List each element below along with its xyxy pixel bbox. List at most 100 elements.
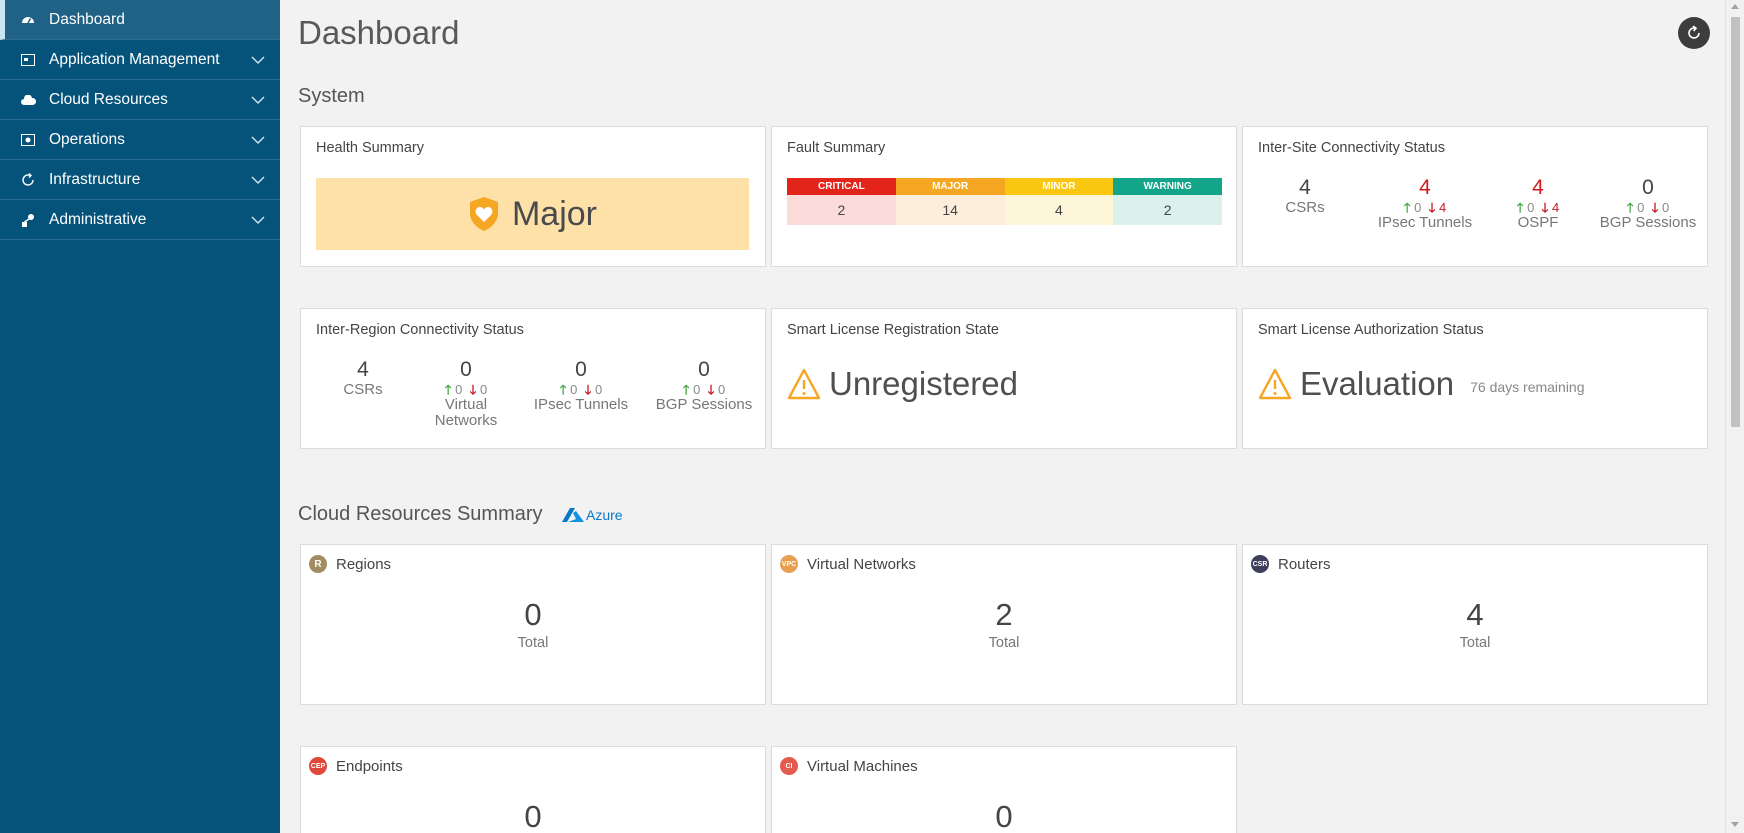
sidebar-item-application-management[interactable]: Application Management (0, 40, 280, 80)
stat-up-down: 🡑 0 🡓 0 (521, 382, 641, 397)
endpoints-card[interactable]: CEP Endpoints 0 (300, 746, 766, 833)
stat-label: IPsec Tunnels (1377, 214, 1473, 231)
fault-critical-header[interactable]: CRITICAL (787, 178, 896, 195)
stat-label: CSRs (343, 381, 383, 398)
inter-region-connectivity-card: Inter-Region Connectivity Status 4 CSRs … (300, 308, 766, 449)
dashboard-gauge-icon (20, 12, 36, 28)
stat-label: BGP Sessions (655, 396, 753, 413)
vpc-badge-icon: VPC (780, 555, 798, 573)
stat-value: 0 (460, 358, 472, 381)
fault-major-header[interactable]: MAJOR (895, 178, 1005, 195)
stat-up-down: 🡑 0 🡓 4 (1483, 200, 1593, 215)
chevron-down-icon[interactable] (250, 172, 266, 188)
days-remaining: 76 days remaining (1470, 379, 1585, 395)
cloud-resources-section-title: Cloud Resources Summary (298, 503, 543, 525)
down-count: 4 (1552, 200, 1560, 215)
scrollbar-thumb[interactable] (1731, 17, 1740, 427)
administrative-icon (20, 212, 36, 228)
system-section-title: System (298, 85, 365, 107)
card-title: Routers (1278, 555, 1331, 573)
page-title: Dashboard (298, 14, 460, 51)
card-title: Regions (336, 555, 392, 573)
refresh-button[interactable] (1678, 17, 1710, 49)
card-header: CSR Routers (1251, 555, 1331, 573)
card-title: Health Summary (316, 140, 424, 156)
inter-region-virtual-networks-stat[interactable]: 0 🡑 0 🡓 0 Virtual Networks (416, 358, 516, 429)
ci-badge-icon: CI (780, 757, 798, 775)
infrastructure-icon (20, 172, 36, 188)
fault-minor-count[interactable]: 4 (1004, 195, 1114, 225)
scroll-up-arrow-icon[interactable] (1731, 4, 1739, 9)
sidebar-item-cloud-resources[interactable]: Cloud Resources (0, 80, 280, 120)
virtual-networks-card[interactable]: VPC Virtual Networks 2 Total (771, 544, 1237, 705)
up-count: 0 (570, 382, 578, 397)
card-header: CEP Endpoints (309, 757, 403, 775)
card-header: VPC Virtual Networks (780, 555, 916, 573)
up-count: 0 (1637, 200, 1645, 215)
inter-site-ospf-stat[interactable]: 4 🡑 0 🡓 4 OSPF (1483, 176, 1593, 231)
card-title: Virtual Networks (807, 555, 916, 573)
sidebar-item-infrastructure[interactable]: Infrastructure (0, 160, 280, 200)
arrow-up-icon: 🡑 (1516, 200, 1524, 215)
license-authorization-card: Smart License Authorization Status Evalu… (1242, 308, 1708, 449)
down-count: 0 (480, 382, 488, 397)
card-title: Smart License Registration State (787, 322, 999, 338)
chevron-down-icon[interactable] (250, 92, 266, 108)
arrow-down-icon: 🡓 (1428, 200, 1436, 215)
sidebar-item-label: Cloud Resources (49, 90, 168, 108)
stat-up-down: 🡑 0 🡓 0 (416, 382, 516, 397)
inter-site-connectivity-card: Inter-Site Connectivity Status 4 CSRs 4 … (1242, 126, 1708, 267)
azure-label: Azure (586, 507, 623, 523)
fault-critical-count[interactable]: 2 (787, 195, 896, 225)
fault-major-count[interactable]: 14 (895, 195, 1005, 225)
sidebar-item-label: Infrastructure (49, 170, 141, 188)
inter-region-bgp-stat[interactable]: 0 🡑 0 🡓 0 BGP Sessions (644, 358, 764, 413)
regions-card[interactable]: R Regions 0 Total (300, 544, 766, 705)
routers-card[interactable]: CSR Routers 4 Total (1242, 544, 1708, 705)
stat-value: 4 (1419, 176, 1431, 199)
fault-minor-header[interactable]: MINOR (1004, 178, 1114, 195)
arrow-down-icon: 🡓 (469, 382, 477, 397)
inter-site-bgp-stat[interactable]: 0 🡑 0 🡓 0 BGP Sessions (1593, 176, 1703, 231)
arrow-up-icon: 🡑 (682, 382, 690, 397)
sidebar-item-label: Application Management (49, 50, 220, 68)
stat-up-down: 🡑 0 🡓 0 (1593, 200, 1703, 215)
license-registration-status[interactable]: Unregistered (787, 365, 1018, 403)
sidebar-item-administrative[interactable]: Administrative (0, 200, 280, 240)
inter-site-csrs-stat[interactable]: 4 CSRs (1258, 176, 1352, 216)
vertical-scrollbar[interactable] (1725, 0, 1744, 833)
arrow-down-icon: 🡓 (707, 382, 715, 397)
card-title: Inter-Site Connectivity Status (1258, 140, 1445, 156)
total-label: Total (988, 635, 1020, 651)
license-registration-card: Smart License Registration State Unregis… (771, 308, 1237, 449)
inter-site-ipsec-stat[interactable]: 4 🡑 0 🡓 4 IPsec Tunnels (1360, 176, 1490, 231)
fault-table[interactable]: CRITICAL MAJOR MINOR WARNING 2 14 4 2 (787, 178, 1222, 225)
virtual-machines-total-value: 0 (995, 799, 1013, 833)
fault-warning-count[interactable]: 2 (1113, 195, 1222, 225)
stat-value: 4 (357, 358, 369, 381)
sidebar-item-dashboard[interactable]: Dashboard (0, 0, 280, 40)
chevron-down-icon[interactable] (250, 212, 266, 228)
up-count: 0 (455, 382, 463, 397)
arrow-up-icon: 🡑 (1626, 200, 1634, 215)
health-status-banner[interactable]: Major (316, 178, 749, 250)
inter-region-ipsec-stat[interactable]: 0 🡑 0 🡓 0 IPsec Tunnels (521, 358, 641, 413)
arrow-down-icon: 🡓 (584, 382, 592, 397)
sidebar-item-operations[interactable]: Operations (0, 120, 280, 160)
license-authorization-state: Evaluation (1300, 365, 1455, 402)
stat-label-line1: Virtual (444, 396, 488, 413)
chevron-down-icon[interactable] (250, 52, 266, 68)
license-authorization-status[interactable]: Evaluation 76 days remaining (1258, 365, 1585, 403)
endpoints-total-value: 0 (524, 799, 542, 833)
chevron-down-icon[interactable] (250, 132, 266, 148)
main-content: Dashboard System Health Summary Major Fa… (280, 0, 1725, 833)
application-icon (20, 52, 36, 68)
arrow-up-icon: 🡑 (444, 382, 452, 397)
scroll-down-arrow-icon[interactable] (1731, 822, 1739, 827)
fault-warning-header[interactable]: WARNING (1113, 178, 1222, 195)
inter-region-csrs-stat[interactable]: 4 CSRs (316, 358, 410, 398)
health-state: Major (511, 194, 598, 233)
sidebar-item-label: Dashboard (49, 10, 125, 28)
virtual-machines-card[interactable]: CI Virtual Machines 0 (771, 746, 1237, 833)
stat-label: IPsec Tunnels (533, 396, 629, 413)
